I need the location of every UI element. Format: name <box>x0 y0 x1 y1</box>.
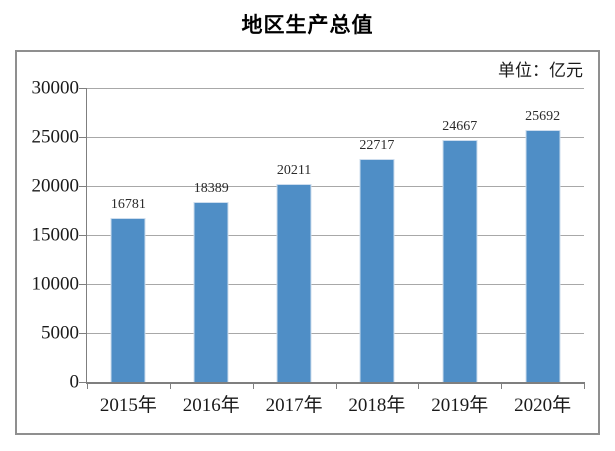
chart-title: 地区生产总值 <box>241 13 374 37</box>
x-axis-label: 2019年 <box>431 395 489 416</box>
x-axis-tick <box>87 382 88 389</box>
y-axis-label: 30000 <box>31 77 80 99</box>
bar-value-label: 25692 <box>525 109 561 124</box>
bar[interactable] <box>525 130 561 382</box>
y-axis-label: 20000 <box>31 175 80 197</box>
bar[interactable] <box>276 184 312 382</box>
bar-value-label: 22717 <box>359 138 395 153</box>
x-axis-label: 2017年 <box>265 395 323 416</box>
y-axis-tick <box>79 284 87 285</box>
bar[interactable] <box>442 140 478 382</box>
y-axis-tick <box>79 186 87 187</box>
bar[interactable] <box>110 218 146 382</box>
x-axis-tick <box>252 382 254 389</box>
x-axis-tick <box>501 382 503 389</box>
bar[interactable] <box>193 202 229 382</box>
gridline <box>87 235 584 236</box>
y-axis-tick <box>79 137 87 138</box>
y-axis-label: 25000 <box>31 126 80 148</box>
y-axis-label: 15000 <box>31 224 80 246</box>
x-axis-label: 2018年 <box>348 395 406 416</box>
y-axis-tick <box>79 88 87 89</box>
y-axis-label: 10000 <box>31 273 80 295</box>
y-axis-label: 5000 <box>41 322 79 344</box>
x-axis-label: 2015年 <box>99 395 157 416</box>
plot-area: 0 5000 10000 15000 20000 25000 30000 16781 2015年… <box>32 79 585 415</box>
x-axis-label: 2016年 <box>182 395 240 416</box>
x-axis-tick <box>335 382 337 389</box>
bar-value-label: 18389 <box>193 181 229 196</box>
gridline <box>87 333 584 334</box>
y-axis-tick <box>79 333 87 334</box>
y-axis-tick <box>79 382 87 383</box>
x-axis-tick <box>584 382 585 389</box>
bar-value-label: 24667 <box>442 119 478 134</box>
x-axis-tick <box>169 382 171 389</box>
y-axis-label: 0 <box>69 371 80 393</box>
bar[interactable] <box>359 159 395 382</box>
unit-label: 单位：亿元 <box>498 61 583 80</box>
x-axis-tick <box>418 382 420 389</box>
gridline <box>87 137 584 138</box>
chart-frame: 单位：亿元 0 5000 10000 15000 20000 25000 30000 1678… <box>15 50 600 435</box>
bar-value-label: 20211 <box>276 163 312 178</box>
gridline <box>87 186 584 187</box>
gridline <box>87 284 584 285</box>
bar-value-label: 16781 <box>110 197 146 212</box>
gridline <box>87 88 584 89</box>
x-axis-label: 2020年 <box>514 395 572 416</box>
y-axis-tick <box>79 235 87 236</box>
